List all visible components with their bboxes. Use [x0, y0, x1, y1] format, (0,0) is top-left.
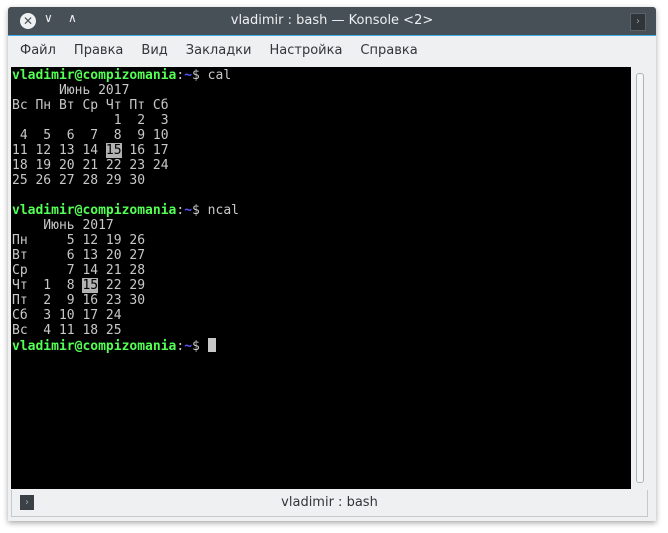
menu-edit[interactable]: Правка	[73, 43, 124, 58]
prompt-user: vladimir@compizomania	[12, 203, 177, 218]
chevron-right-icon[interactable]: ›	[630, 13, 646, 31]
title-bar[interactable]: ✕ ∨ ∧ vladimir : bash — Konsole <2> ›	[8, 7, 656, 36]
terminal-text: $	[192, 339, 208, 354]
window-title: vladimir : bash — Konsole <2>	[230, 13, 434, 28]
prompt-user: vladimir@compizomania	[12, 339, 177, 354]
terminal-text: Пн 5 12 19 26	[12, 233, 146, 248]
terminal-line: 4 5 6 7 8 9 10	[11, 128, 631, 143]
menu-view[interactable]: Вид	[141, 43, 168, 58]
prompt-path: ~	[184, 203, 193, 218]
terminal-line: 18 19 20 21 22 23 24	[11, 158, 631, 173]
terminal-line: Сб 3 10 17 24	[11, 308, 631, 323]
terminal-text: Сб 3 10 17 24	[12, 308, 122, 323]
chevron-down-icon[interactable]: ∨	[44, 11, 53, 25]
terminal-text: 1 2 3	[12, 113, 169, 128]
tab-session[interactable]: vladimir : bash	[281, 495, 378, 510]
terminal-text: 16 17	[121, 143, 169, 158]
terminal-text: :	[176, 68, 185, 83]
current-day-highlight: 15	[105, 143, 122, 158]
menu-bookmarks[interactable]: Закладки	[185, 43, 252, 58]
menu-help[interactable]: Справка	[360, 43, 418, 58]
terminal-line: Июнь 2017	[11, 218, 631, 233]
terminal-text: Пт 2 9 16 23 30	[12, 293, 146, 308]
cursor	[207, 338, 216, 352]
terminal-text: $ ncal	[192, 203, 239, 218]
terminal-text: Вт 6 13 20 27	[12, 248, 146, 263]
terminal-text: Июнь 2017	[12, 218, 114, 233]
terminal-line: Чт 1 8 15 22 29	[11, 278, 631, 293]
terminal-text: 11 12 13 14	[12, 143, 106, 158]
terminal-text: Ср 7 14 21 28	[12, 263, 146, 278]
prompt-user: vladimir@compizomania	[12, 68, 177, 83]
terminal-line: Вс Пн Вт Ср Чт Пт Сб	[11, 98, 631, 113]
tab-bar: › vladimir : bash	[11, 490, 648, 517]
terminal-text: 18 19 20 21 22 23 24	[12, 158, 169, 173]
terminal-line: vladimir@compizomania:~$ cal	[11, 68, 631, 83]
chevron-up-icon[interactable]: ∧	[68, 11, 77, 25]
terminal-line: Июнь 2017	[11, 83, 631, 98]
terminal-line: vladimir@compizomania:~$	[11, 338, 631, 354]
menu-bar: Файл Правка Вид Закладки Настройка Справка	[8, 36, 656, 66]
menu-settings[interactable]: Настройка	[269, 43, 343, 58]
terminal-text: Вс 4 11 18 25	[12, 323, 122, 338]
terminal-text: 4 5 6 7 8 9 10	[12, 128, 169, 143]
terminal-text: 25 26 27 28 29 30	[12, 173, 146, 188]
terminal-line: 25 26 27 28 29 30	[11, 173, 631, 188]
terminal-text: Июнь 2017	[12, 83, 130, 98]
konsole-window: ✕ ∨ ∧ vladimir : bash — Konsole <2> › Фа…	[8, 7, 656, 521]
terminal-text: :	[176, 339, 185, 354]
terminal-text: Вс Пн Вт Ср Чт Пт Сб	[12, 98, 169, 113]
terminal-line: Пн 5 12 19 26	[11, 233, 631, 248]
terminal-line: 11 12 13 14 15 16 17	[11, 143, 631, 158]
terminal-line: Пт 2 9 16 23 30	[11, 293, 631, 308]
prompt-path: ~	[184, 68, 193, 83]
prompt-path: ~	[184, 339, 193, 354]
menu-file[interactable]: Файл	[20, 43, 56, 58]
terminal-line	[11, 188, 631, 203]
terminal-text: 22 29	[98, 278, 146, 293]
scrollbar[interactable]	[634, 67, 646, 488]
terminal-text: :	[176, 203, 185, 218]
terminal-text: $ cal	[192, 68, 232, 83]
terminal-line: Ср 7 14 21 28	[11, 263, 631, 278]
terminal-line: vladimir@compizomania:~$ ncal	[11, 203, 631, 218]
terminal-text: Чт 1 8	[12, 278, 83, 293]
close-icon[interactable]: ✕	[20, 13, 36, 29]
current-day-highlight: 15	[82, 278, 99, 293]
terminal-line: Вс 4 11 18 25	[11, 323, 631, 338]
chevron-right-icon[interactable]: ›	[20, 495, 34, 510]
terminal-output[interactable]: vladimir@compizomania:~$ cal Июнь 2017 Вс…	[11, 67, 631, 489]
scrollbar-thumb[interactable]	[636, 73, 644, 483]
terminal-line: 1 2 3	[11, 113, 631, 128]
terminal-line: Вт 6 13 20 27	[11, 248, 631, 263]
